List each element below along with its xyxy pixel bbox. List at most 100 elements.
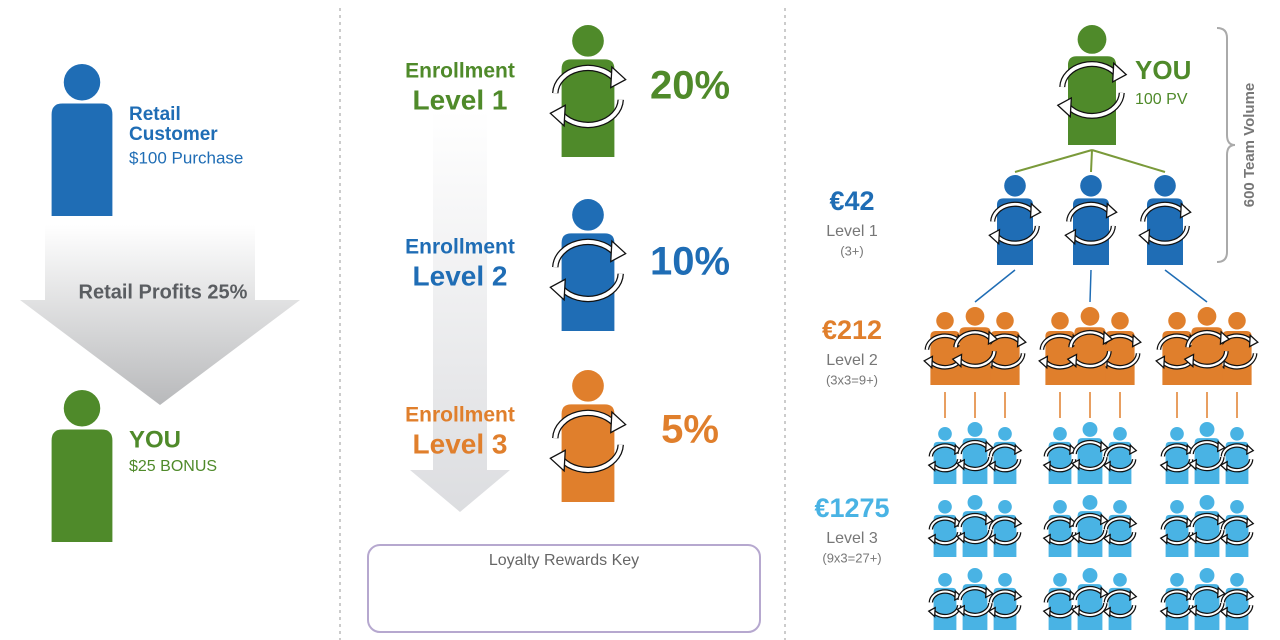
person-head xyxy=(1230,500,1244,514)
arrow-head xyxy=(1219,533,1228,545)
arrow-head xyxy=(923,355,934,370)
arrow-head xyxy=(1246,589,1255,602)
team-volume: 600 Team Volume xyxy=(1241,83,1258,208)
cycle-arrow xyxy=(1104,444,1133,457)
person-head xyxy=(936,312,954,330)
arrow-head xyxy=(984,440,994,453)
person xyxy=(1188,422,1226,484)
cycle-arrow xyxy=(1060,62,1118,88)
person xyxy=(1071,422,1109,484)
person xyxy=(987,427,1023,484)
person-body xyxy=(1147,198,1183,265)
level-heading: Enrollment xyxy=(405,236,515,259)
person-head xyxy=(1230,573,1244,587)
person xyxy=(1102,500,1138,557)
arrow-head xyxy=(984,513,994,526)
cycle-arrow xyxy=(958,441,989,455)
person-head xyxy=(1170,573,1184,587)
arrow-head xyxy=(1129,443,1138,456)
person xyxy=(1219,427,1255,484)
cycle-arrow xyxy=(992,459,1021,472)
cycle-arrow xyxy=(954,331,992,348)
person-head xyxy=(998,573,1012,587)
arrow-head xyxy=(1188,531,1198,544)
person-head xyxy=(967,495,983,510)
arrow-head xyxy=(549,449,566,473)
cycle-arrow xyxy=(1072,225,1115,245)
cycle-arrow xyxy=(1221,590,1250,603)
cycle-arrow xyxy=(958,587,989,601)
person xyxy=(1155,312,1199,385)
arrow-head xyxy=(1131,333,1142,348)
person-body xyxy=(1108,441,1132,484)
person xyxy=(1071,568,1109,630)
you-label: YOU xyxy=(1135,55,1191,85)
cycle-arrow xyxy=(1067,202,1110,222)
person xyxy=(1042,500,1078,557)
person-body xyxy=(962,511,988,557)
person xyxy=(1188,568,1226,630)
cycle-arrow xyxy=(989,353,1025,369)
cycle-arrow xyxy=(1157,334,1193,350)
person xyxy=(1042,427,1078,484)
person-body xyxy=(1194,584,1220,630)
person-head xyxy=(1077,25,1107,54)
arrow-head xyxy=(984,586,994,599)
connector xyxy=(1014,149,1093,173)
person xyxy=(549,25,627,157)
person-head xyxy=(967,422,983,437)
person-body xyxy=(1108,514,1132,557)
person-head xyxy=(1080,175,1102,197)
arrow-head xyxy=(1016,333,1027,348)
arrow-head xyxy=(1188,604,1198,617)
person-body xyxy=(1165,587,1189,630)
cycle-arrow xyxy=(560,99,623,127)
cycle-arrow xyxy=(1107,605,1136,618)
arrow-head xyxy=(610,410,627,434)
person-head xyxy=(1113,573,1127,587)
arrow-head xyxy=(951,353,963,369)
person-head xyxy=(1113,427,1127,441)
cycle-arrow xyxy=(1104,353,1140,369)
person-head xyxy=(1154,175,1176,197)
arrow-head xyxy=(956,531,966,544)
person-body xyxy=(1077,511,1103,557)
level-name: Level 3 xyxy=(413,428,508,459)
level-amount: €212 xyxy=(822,315,882,345)
cycle-arrow xyxy=(1104,590,1133,603)
cycle-arrow xyxy=(989,444,1018,457)
arrow-head xyxy=(987,330,999,346)
cycle-arrow xyxy=(1104,517,1133,530)
profit-arrow xyxy=(20,225,300,405)
person-head xyxy=(998,427,1012,441)
person xyxy=(1215,312,1259,385)
person xyxy=(956,495,994,557)
arrow-head xyxy=(1042,606,1051,618)
person xyxy=(1066,307,1114,385)
cycle-arrow xyxy=(1069,331,1107,348)
cycle-arrow xyxy=(553,240,616,268)
arrow-head xyxy=(549,104,566,128)
cycle-arrow xyxy=(961,602,992,616)
person-body xyxy=(1048,587,1072,630)
connector xyxy=(1164,269,1208,303)
person-head xyxy=(1053,500,1067,514)
cycle-arrow xyxy=(1161,517,1190,530)
cycle-arrow xyxy=(1221,517,1250,530)
person xyxy=(1056,25,1128,146)
cycle-arrow xyxy=(992,532,1021,545)
person-body xyxy=(959,327,991,385)
arrow-head xyxy=(987,606,996,618)
level-percent: 5% xyxy=(661,408,719,452)
cycle-arrow xyxy=(1076,456,1107,470)
person-head xyxy=(1113,500,1127,514)
cycle-arrow xyxy=(929,590,958,603)
arrow-head xyxy=(1042,533,1051,545)
level-amount: €42 xyxy=(829,186,874,216)
cycle-arrow xyxy=(1141,202,1184,222)
arrow-head xyxy=(1129,589,1138,602)
person xyxy=(927,427,963,484)
person xyxy=(1064,175,1118,265)
cycle-arrow xyxy=(1193,456,1224,470)
